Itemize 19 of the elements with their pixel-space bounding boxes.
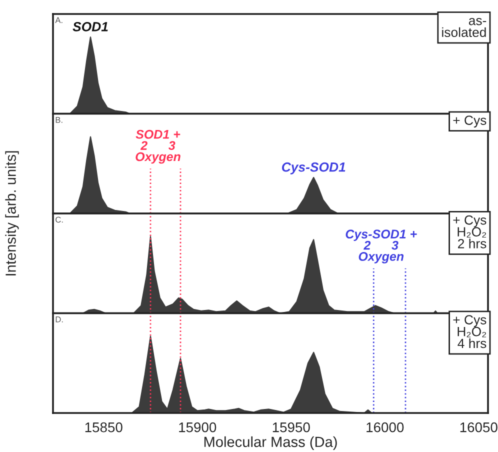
x-tick-label: 15900 bbox=[179, 422, 216, 432]
series-label: Cys-SOD1 bbox=[282, 162, 346, 174]
text: A. bbox=[55, 17, 62, 24]
annotation: + Cys H₂O₂ 2 hrs bbox=[453, 215, 486, 248]
annotation: + Cys H₂O₂ 4 hrs bbox=[453, 315, 486, 348]
text: B. bbox=[56, 117, 62, 123]
x-axis-title: Molecular Mass (Da) bbox=[204, 436, 337, 450]
x-tick-label: 15850 bbox=[85, 422, 122, 432]
text: + Cys bbox=[453, 116, 486, 128]
y-axis-title: Intensity [arb. units] bbox=[5, 151, 19, 276]
annotation: as- isolated bbox=[442, 18, 486, 38]
text: C. bbox=[56, 216, 63, 223]
x-tick-label: 16000 bbox=[366, 422, 404, 432]
ref-line-label: Cys-SOD1 + 2 3 Oxygen bbox=[346, 230, 417, 264]
text: D. bbox=[56, 316, 63, 322]
ref-line-label: SOD1 + 2 3 Oxygen bbox=[136, 130, 180, 164]
x-tick-label: 16050 bbox=[460, 422, 498, 432]
series-label: SOD1 bbox=[72, 22, 108, 32]
x-tick-label: 15950 bbox=[272, 422, 310, 432]
